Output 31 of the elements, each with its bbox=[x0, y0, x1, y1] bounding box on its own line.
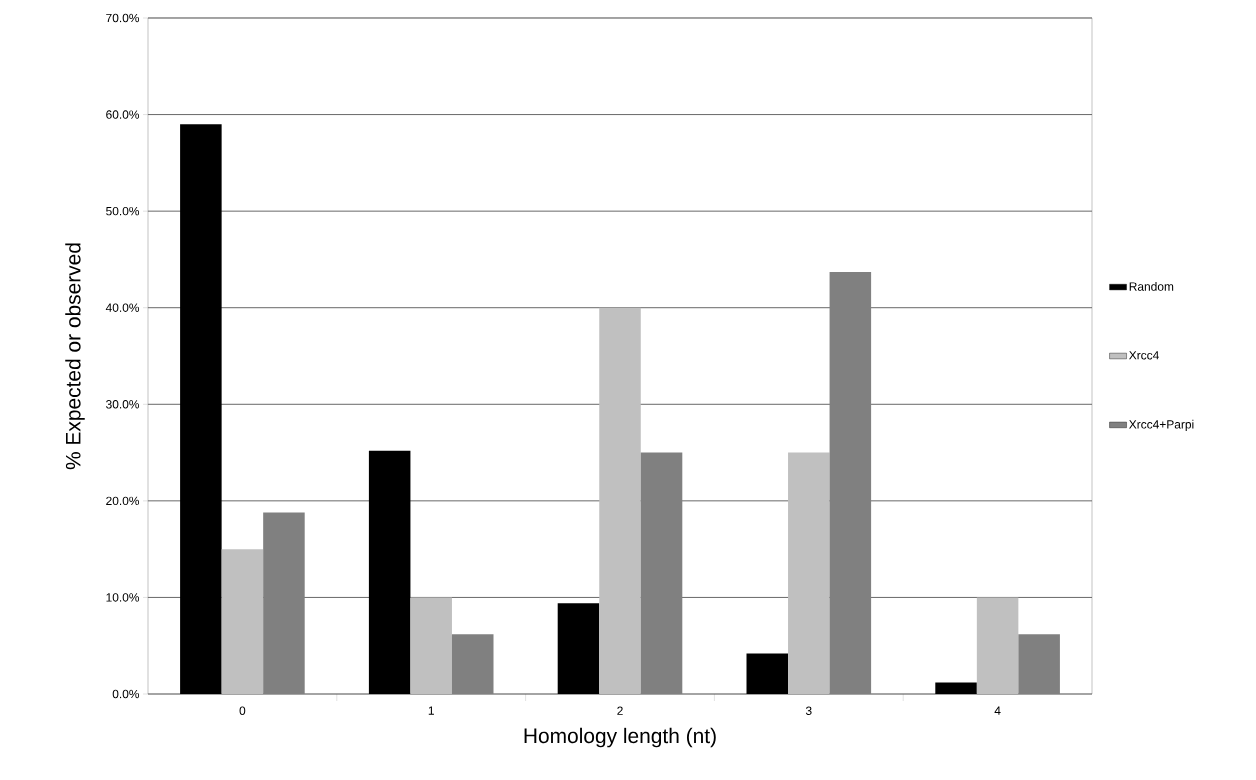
y-axis-title: % Expected or observed bbox=[65, 243, 85, 470]
bar bbox=[221, 549, 264, 694]
bar bbox=[829, 271, 872, 694]
y-tick-label: 10.0% bbox=[106, 593, 140, 602]
bar bbox=[935, 682, 977, 694]
y-tick-label: 50.0% bbox=[106, 206, 140, 216]
bar bbox=[976, 597, 1019, 694]
bar bbox=[410, 597, 452, 694]
x-tick-label: 0 bbox=[239, 706, 246, 715]
legend-label: Xrcc4+Parpi bbox=[1129, 419, 1194, 431]
bar bbox=[1018, 634, 1060, 694]
x-tick-label: 2 bbox=[617, 706, 623, 715]
y-tick-label: 20.0% bbox=[106, 496, 140, 506]
x-tick-label: 4 bbox=[994, 706, 1001, 715]
y-tick-label: 30.0% bbox=[106, 400, 140, 409]
x-tick-label: 3 bbox=[805, 706, 812, 715]
y-tick-label: 60.0% bbox=[106, 110, 140, 119]
bar bbox=[788, 452, 830, 694]
bar bbox=[557, 603, 600, 694]
bar bbox=[599, 307, 641, 694]
legend-label: Random bbox=[1129, 282, 1174, 291]
legend-label: Xrcc4 bbox=[1129, 351, 1159, 360]
x-tick-label: 1 bbox=[428, 706, 434, 715]
bar bbox=[263, 512, 305, 694]
y-tick-label: 70.0% bbox=[106, 13, 140, 23]
bar bbox=[640, 452, 683, 694]
y-tick-label: 40.0% bbox=[105, 303, 140, 312]
x-axis-title: Homology length (nt) bbox=[524, 727, 716, 748]
bar bbox=[746, 653, 789, 694]
bar bbox=[451, 634, 494, 694]
y-tick-label: 0.0% bbox=[112, 689, 140, 699]
